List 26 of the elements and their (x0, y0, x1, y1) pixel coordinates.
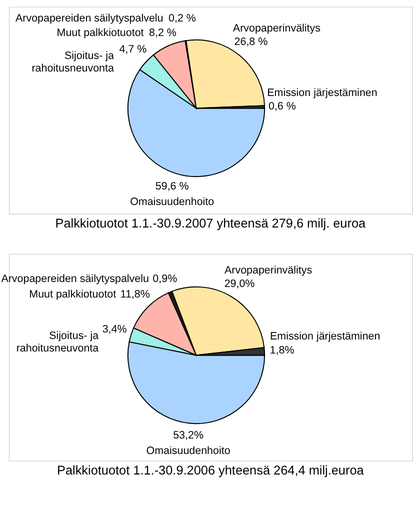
slice-label: Muut palkkiotuotot (56, 26, 144, 39)
data-label: 0,9% (152, 273, 178, 286)
data-label: 8,2 % (148, 26, 177, 39)
text: Palkkiotuotot 1.1.-30.9.2007 yhteensä 279,6 milj. euroa (55, 216, 367, 230)
data-label: 0,6 % (268, 100, 296, 113)
slice-label: Arvopapereiden säilytyspalvelu (1, 273, 150, 286)
data-label: 4,7 % (119, 44, 148, 56)
data-label: 29,0% (224, 278, 256, 290)
data-label: 59,6 % (155, 180, 190, 192)
slice-label: Arvopapereiden säilytyspalvelu (16, 12, 164, 25)
text: Palkkiotuotot 1.1.-30.9.2006 yhteensä 264,4 milj.euroa (56, 463, 365, 478)
data-label: 11,8% (120, 288, 150, 300)
slice-label: Sijoitus- ja rahoitusneuvonta (32, 50, 114, 75)
data-label: 0,2 % (168, 12, 196, 25)
slice-label: Omaisuudenhoito (130, 196, 214, 208)
slice-label: Arvopaperinvälitys (224, 264, 312, 277)
data-label: 3,4% (102, 324, 128, 336)
slice-label: Sijoitus- ja rahoitusneuvonta (16, 330, 99, 355)
data-label: 53,2% (173, 429, 204, 442)
data-label: 1,8% (270, 344, 295, 356)
slice-label: Emission järjestäminen (270, 330, 380, 343)
slice-label: Omaisuudenhoito (146, 445, 230, 458)
slice-label: Muut palkkiotuotot (29, 288, 116, 300)
data-label: 26,8 % (234, 36, 268, 48)
slice-label: Emission järjestäminen (267, 86, 378, 99)
slice-label: Arvopaperinvälitys (232, 22, 320, 34)
